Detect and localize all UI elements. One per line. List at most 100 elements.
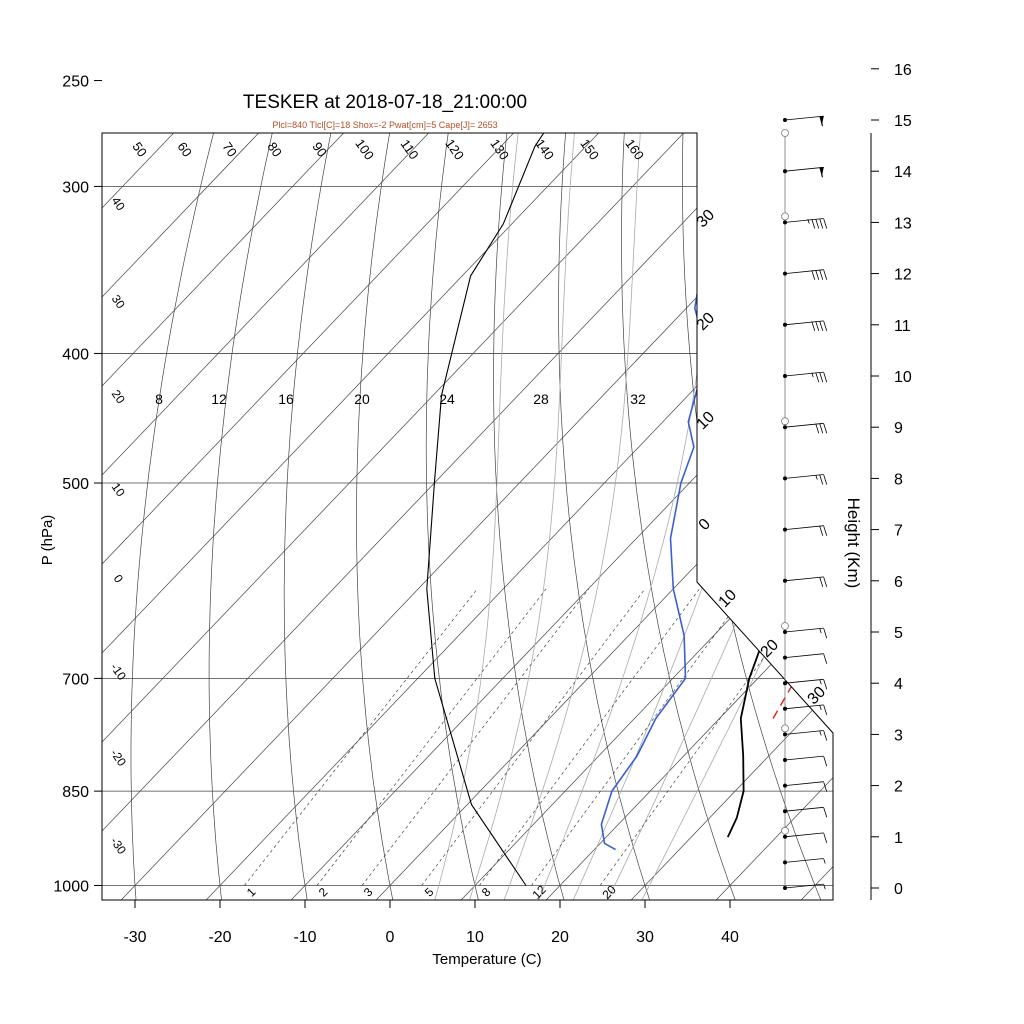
wind-barb-feather	[823, 628, 828, 639]
theta-e-label: 8	[155, 391, 163, 407]
wind-barb-feather	[815, 321, 820, 332]
isotherm-line	[102, 133, 366, 900]
theta-e-label: 20	[354, 391, 370, 407]
isotherm-line	[102, 133, 621, 900]
isotherm-line	[192, 133, 833, 900]
isotherm-line	[102, 133, 791, 900]
theta-label: 80	[264, 139, 285, 159]
mixing-ratio-line	[316, 588, 547, 886]
wind-barb-feather	[823, 577, 828, 588]
y-axis-label: P (hPa)	[39, 515, 56, 566]
isotherm-line	[702, 133, 833, 900]
isotherm-line	[102, 133, 111, 900]
isotherm-lines	[0, 0, 1024, 914]
x-tick-label: -10	[293, 929, 316, 946]
x-tick-label: -30	[123, 929, 146, 946]
x-tick-label: 40	[721, 929, 739, 946]
isotherm-label-left: 30	[109, 292, 128, 311]
mixing-ratio-line	[599, 588, 814, 886]
wind-barb-feather	[823, 270, 828, 280]
wind-barb	[784, 730, 824, 735]
dry-adiabat-line	[558, 133, 699, 900]
isotherm-line	[102, 133, 706, 900]
wind-barb-feather	[815, 423, 820, 434]
wind-barb-feather	[823, 730, 828, 741]
isotherm-label-right: 20	[758, 636, 783, 661]
dry-adiabat-line	[798, 133, 833, 900]
mixing-ratio-line	[361, 588, 590, 886]
wind-marker-open	[781, 826, 789, 835]
mixing-ratio-line	[421, 588, 646, 886]
theta-label: 120	[442, 136, 467, 162]
wind-barb	[784, 627, 824, 633]
dry-adiabat-line	[1013, 0, 1024, 914]
dry-adiabat-line	[909, 0, 1024, 914]
wind-barb	[784, 166, 824, 172]
theta-label: 150	[577, 136, 602, 162]
wind-barb-feather	[819, 270, 824, 280]
wind-barb-feather	[819, 705, 822, 711]
dry-adiabat-grid	[130, 0, 1024, 914]
wind-barb	[784, 653, 824, 658]
dry-adiabat-line	[961, 0, 1024, 914]
x-tick-label: 30	[636, 929, 654, 946]
moist-adiabat-line	[634, 133, 833, 900]
wind-barb-feather	[823, 833, 828, 844]
wind-barb-feather	[811, 372, 814, 378]
wind-barb-feather	[823, 218, 828, 229]
height-tick-label: 16	[894, 62, 912, 79]
theta-label: 140	[532, 136, 557, 162]
theta-label: 160	[622, 136, 647, 162]
wind-barb	[784, 474, 824, 479]
isotherm-label-left: 0	[111, 572, 126, 586]
isotherm-label-left: -20	[108, 747, 130, 770]
height-tick-label: 3	[894, 727, 903, 744]
wind-marker-open	[781, 622, 789, 630]
wind-barb-feather	[815, 218, 820, 229]
mixing-ratio-label: 5	[422, 885, 437, 900]
wind-barb	[784, 883, 824, 889]
dry-adiabat-line	[130, 133, 442, 900]
wind-barb	[784, 371, 824, 377]
wind-profile	[781, 115, 828, 890]
wind-barb-feather	[815, 474, 818, 480]
wind-barb-feather	[823, 807, 828, 818]
theta-e-label: 28	[533, 391, 549, 407]
wind-marker	[781, 129, 789, 137]
wind-barb-feather	[819, 116, 824, 127]
theta-e-label: 32	[630, 391, 646, 407]
wind-barb-feather	[823, 321, 828, 332]
moist-adiabat-line	[600, 133, 833, 900]
height-tick-label: 10	[894, 369, 912, 386]
height-tick-label: 2	[894, 779, 903, 796]
wind-marker-open	[781, 417, 789, 426]
wind-barb-feather	[819, 321, 824, 332]
wind-barb	[784, 858, 824, 863]
isotherm-line	[873, 0, 1024, 914]
theta-label: 70	[219, 139, 240, 159]
wind-barb	[784, 704, 824, 710]
p-tick-label: 1000	[53, 879, 89, 896]
isotherm-line	[532, 133, 833, 900]
wind-barb-feather	[819, 526, 824, 536]
theta-e-label: 12	[211, 391, 227, 407]
parcel-line	[772, 133, 833, 719]
moist-adiabat-line	[915, 0, 1024, 37]
theta-label: 90	[309, 139, 330, 159]
p-tick-label: 700	[62, 671, 89, 688]
isotherm-line	[0, 0, 25, 914]
x-tick-label: 20	[551, 929, 569, 946]
wind-barb-feather	[811, 321, 816, 332]
wind-barb-feather	[815, 372, 820, 383]
axes: -30-20-100102030401001502002503004005007…	[53, 62, 912, 946]
chart-subtitle: Plcl=840 Tlcl[C]=18 Shox=-2 Pwat[cm]=5 C…	[272, 120, 497, 130]
mixing-ratio-label: 2	[316, 885, 331, 900]
wind-barb-feather	[823, 756, 828, 767]
x-tick-label: 10	[466, 929, 484, 946]
theta-e-label: 16	[278, 391, 294, 407]
isotherm-label-right: 30	[805, 683, 830, 708]
wind-barb-feather	[811, 218, 816, 229]
height-tick-label: 8	[894, 471, 903, 488]
isotherm-label-left: -30	[108, 835, 130, 858]
